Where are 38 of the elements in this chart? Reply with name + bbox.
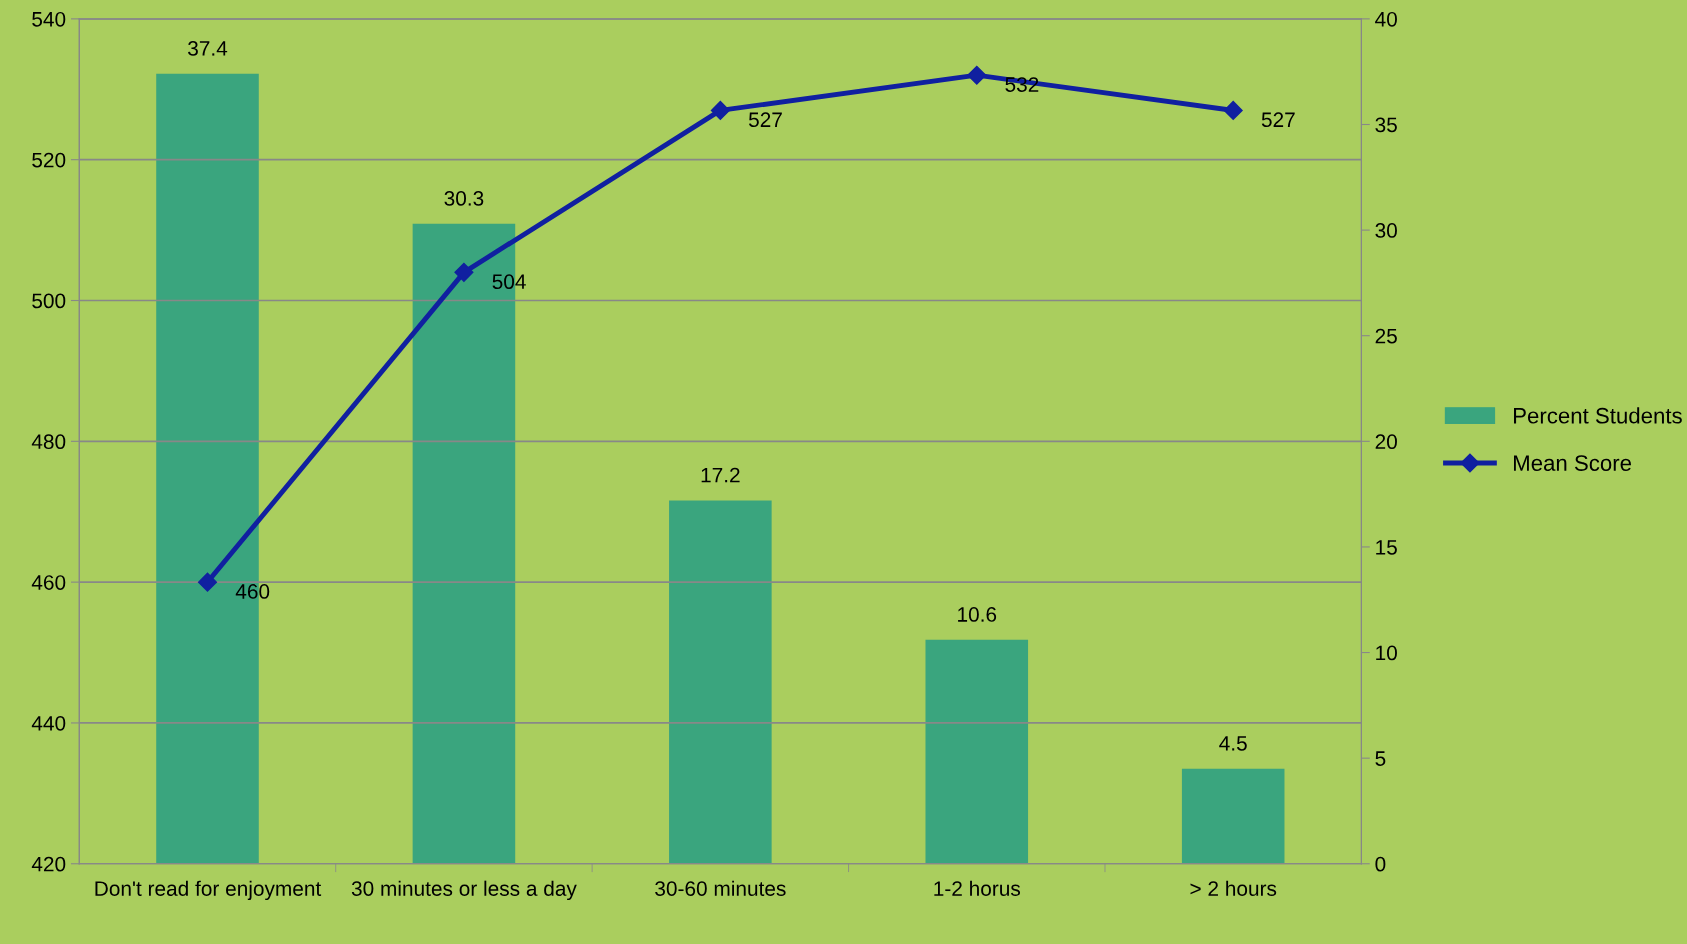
y-tick-label: 480	[31, 434, 66, 450]
x-tick-label: > 2 hours	[1190, 880, 1277, 896]
y2-tick-label: 25	[1375, 328, 1397, 344]
bar	[669, 500, 772, 864]
point	[454, 262, 474, 282]
y2-tick-label: 5	[1375, 751, 1386, 766]
y-tick-label: 540	[32, 11, 66, 27]
y2-tick-label: 10	[1376, 645, 1397, 661]
point	[710, 100, 730, 120]
y-tick-label: 460	[31, 575, 66, 590]
y2-tick-label: 20	[1375, 434, 1397, 450]
y2-tick-label: 0	[1375, 856, 1386, 872]
data-label: 4.5	[1219, 736, 1247, 751]
data-label: 30.3	[444, 191, 484, 206]
bar	[925, 639, 1029, 864]
data-label: 10.6	[958, 607, 997, 622]
x-tick-label: Don't read for enjoyment	[95, 880, 322, 901]
point	[967, 65, 987, 85]
y2-tick-label: 15	[1376, 540, 1397, 555]
data-label: 17.2	[701, 467, 740, 483]
x-tick-label: 1-2 horus	[934, 880, 1021, 896]
y-tick-label: 500	[32, 293, 66, 309]
y-tick-label: 520	[32, 152, 66, 168]
data-label: 37.4	[188, 41, 228, 56]
x-tick-label: 30 minutes or less a day	[351, 880, 577, 901]
y-tick-label: 440	[31, 715, 66, 731]
y-tick-label: 420	[31, 856, 66, 872]
point	[1223, 100, 1243, 120]
point	[197, 572, 218, 592]
legend-label: Percent Students	[1514, 407, 1682, 424]
legend-label: Mean Score	[1514, 455, 1632, 471]
bar	[1181, 768, 1285, 864]
data-label: 527	[748, 112, 782, 128]
y2-tick-label: 40	[1375, 11, 1397, 27]
y2-tick-label: 35	[1375, 117, 1397, 133]
x-tick-label: 30-60 minutes	[655, 880, 786, 896]
y2-tick-label: 30	[1375, 223, 1397, 238]
data-label: 527	[1261, 112, 1295, 128]
